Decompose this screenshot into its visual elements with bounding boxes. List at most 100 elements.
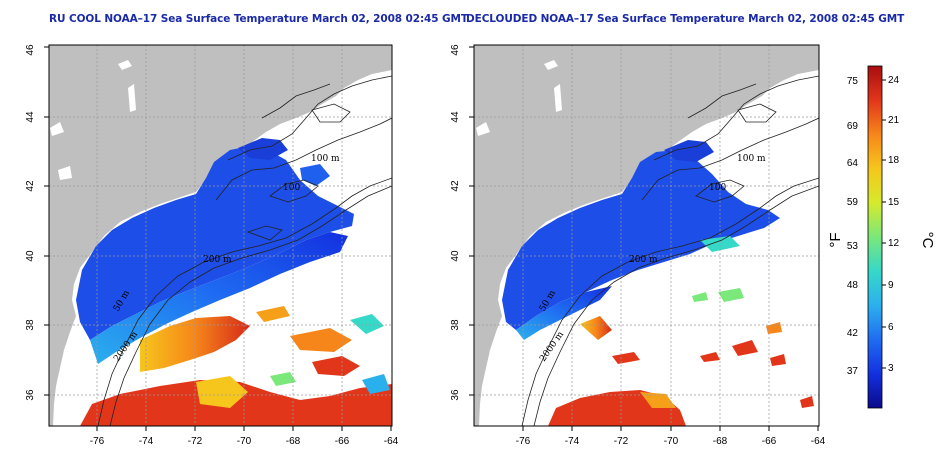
right-sst-warm-patch (732, 340, 758, 356)
right-sst-warm-patch (580, 316, 612, 340)
svg-text:-76: -76 (90, 436, 105, 447)
svg-text:40: 40 (450, 250, 461, 262)
right-sst-mid-patch (692, 292, 708, 302)
svg-text:-64: -64 (384, 436, 399, 447)
left-lake (58, 166, 72, 180)
left-map-panel: 100 m 100 200 m 50 m 2000 m -76 -74 -72 … (25, 44, 399, 447)
svg-text:46: 46 (450, 44, 461, 56)
left-lon-tick: -68 (286, 426, 301, 447)
left-lon-tick: -66 (335, 426, 350, 447)
svg-text:-74: -74 (565, 436, 580, 447)
svg-text:44: 44 (25, 111, 36, 123)
right-lake (554, 84, 562, 112)
right-lon-tick: -66 (762, 426, 777, 447)
colorbar-celsius-unit: °C (919, 232, 936, 249)
colorbar-c-tick: 15 (888, 197, 900, 208)
colorbar-f-tick: 42 (847, 328, 859, 339)
svg-text:-68: -68 (286, 436, 301, 447)
left-lon-axis: -76 -74 -72 -70 -68 -66 -64 (90, 426, 399, 447)
right-contour-label-100: 100 (709, 183, 726, 193)
right-lon-axis: -76 -74 -72 -70 -68 -66 -64 (516, 426, 826, 447)
colorbar-c-tick: 9 (888, 280, 894, 291)
left-contour-label-100: 100 (283, 183, 300, 193)
right-lat-tick: 42 (450, 180, 474, 192)
right-lon-tick: -72 (614, 426, 629, 447)
svg-text:-72: -72 (614, 436, 629, 447)
svg-text:42: 42 (25, 180, 36, 192)
right-contour-label-200m: 200 m (629, 255, 658, 265)
svg-text:-70: -70 (237, 436, 252, 447)
colorbar-c-tick: 6 (888, 322, 894, 333)
right-land-mass (474, 45, 819, 426)
left-lon-tick: -72 (188, 426, 203, 447)
svg-text:-72: -72 (188, 436, 203, 447)
right-sst-cold-patch (664, 140, 714, 162)
svg-text:46: 46 (25, 44, 36, 56)
colorbar-fahrenheit-unit: °F (827, 232, 844, 247)
colorbar-c-tick: 18 (888, 155, 900, 166)
svg-text:38: 38 (450, 319, 461, 331)
left-sst-shelf-water (90, 232, 348, 364)
colorbar-f-tick: 64 (847, 158, 859, 169)
left-lat-tick: 44 (25, 111, 49, 123)
left-lat-axis: 36 38 40 42 44 46 (25, 44, 49, 401)
left-lake (128, 84, 136, 112)
svg-text:-66: -66 (335, 436, 350, 447)
svg-text:42: 42 (450, 180, 461, 192)
colorbar-c-tick: 24 (888, 75, 900, 86)
left-sst-warm-patch (256, 306, 290, 322)
right-lat-axis: 36 38 40 42 44 46 (450, 44, 474, 401)
left-lat-tick: 38 (25, 319, 49, 331)
left-lake (50, 122, 64, 136)
right-lon-tick: -70 (664, 426, 679, 447)
right-lon-tick: -76 (516, 426, 531, 447)
svg-text:-74: -74 (139, 436, 154, 447)
right-lat-tick: 46 (450, 44, 474, 56)
colorbar-f-tick: 75 (847, 76, 859, 87)
left-sst-warm-patch (196, 376, 248, 408)
left-map-grid (49, 45, 392, 426)
svg-text:40: 40 (25, 250, 36, 262)
svg-text:36: 36 (450, 389, 461, 401)
svg-text:-66: -66 (762, 436, 777, 447)
left-lon-tick: -74 (139, 426, 154, 447)
colorbar-f-tick: 48 (847, 280, 859, 291)
left-lon-tick: -70 (237, 426, 252, 447)
right-lon-tick: -74 (565, 426, 580, 447)
svg-text:-64: -64 (811, 436, 826, 447)
svg-text:-68: -68 (713, 436, 728, 447)
colorbar-gradient (867, 65, 883, 409)
colorbar-c-tick: 3 (888, 363, 894, 374)
right-sst-mid-patch (718, 288, 744, 302)
svg-text:36: 36 (25, 389, 36, 401)
right-sst-warm-patch (612, 352, 640, 364)
right-panel-title: DECLOUDED NOAA–17 Sea Surface Temperatur… (466, 13, 905, 25)
left-land-mass (49, 45, 392, 426)
colorbar-f-tick: 59 (847, 197, 859, 208)
right-map-grid (474, 45, 819, 426)
right-lat-tick: 44 (450, 111, 474, 123)
left-sst-gulf-stream (140, 316, 250, 372)
right-lat-tick: 36 (450, 389, 474, 401)
right-map-frame (473, 44, 820, 427)
right-contour-label-100m: 100 m (737, 154, 766, 164)
left-sst-mid-patch (350, 314, 384, 334)
right-map-panel: 100 m 100 200 m 50 m 2000 m -76 -74 -72 … (450, 44, 826, 447)
right-sst-warm-patch (700, 352, 720, 362)
left-sst-cold-patch (300, 164, 330, 186)
left-sst-mid-patch (362, 374, 390, 394)
right-sst-mid-patch (700, 236, 740, 252)
left-lake (118, 60, 132, 70)
left-panel-title: RU COOL NOAA–17 Sea Surface Temperature … (49, 13, 468, 25)
colorbar-celsius-ticks: 24 21 18 15 12 9 6 3 (882, 75, 900, 374)
colorbar-fahrenheit-ticks: 75 69 64 59 53 48 42 37 (847, 76, 859, 377)
colorbar-c-tick: 12 (888, 238, 900, 249)
right-lat-tick: 38 (450, 319, 474, 331)
right-lake (544, 60, 558, 70)
colorbar-f-tick: 37 (847, 366, 859, 377)
left-lat-tick: 40 (25, 250, 49, 262)
left-lat-tick: 36 (25, 389, 49, 401)
right-lat-tick: 40 (450, 250, 474, 262)
colorbar-f-tick: 53 (847, 241, 859, 252)
